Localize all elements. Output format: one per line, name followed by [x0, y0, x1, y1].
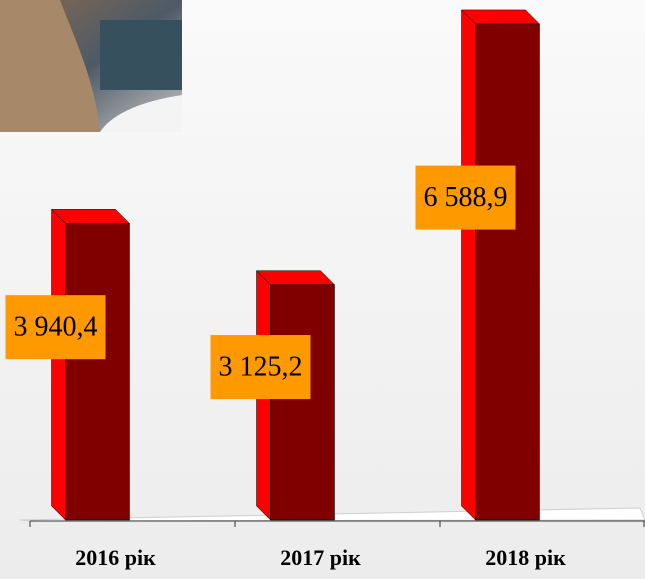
value-label: 3 125,2	[219, 351, 303, 382]
bar-side	[52, 209, 66, 520]
bar-top	[257, 271, 335, 285]
x-tick-label: 2018 рік	[485, 545, 566, 570]
bar-top	[462, 10, 540, 24]
value-label: 3 940,4	[14, 312, 98, 343]
chart: 3 940,4 2016 рік 3 125,2 2017 рік 6 588,9 201…	[0, 0, 645, 579]
bar	[66, 223, 130, 520]
photo	[0, 0, 182, 132]
bar-top	[52, 209, 130, 223]
bar	[476, 24, 540, 520]
x-tick-label: 2016 рік	[75, 545, 156, 570]
bar-side	[462, 10, 476, 520]
x-tick-label: 2017 рік	[280, 545, 361, 570]
value-label: 6 588,9	[424, 182, 508, 213]
bar	[271, 285, 335, 520]
